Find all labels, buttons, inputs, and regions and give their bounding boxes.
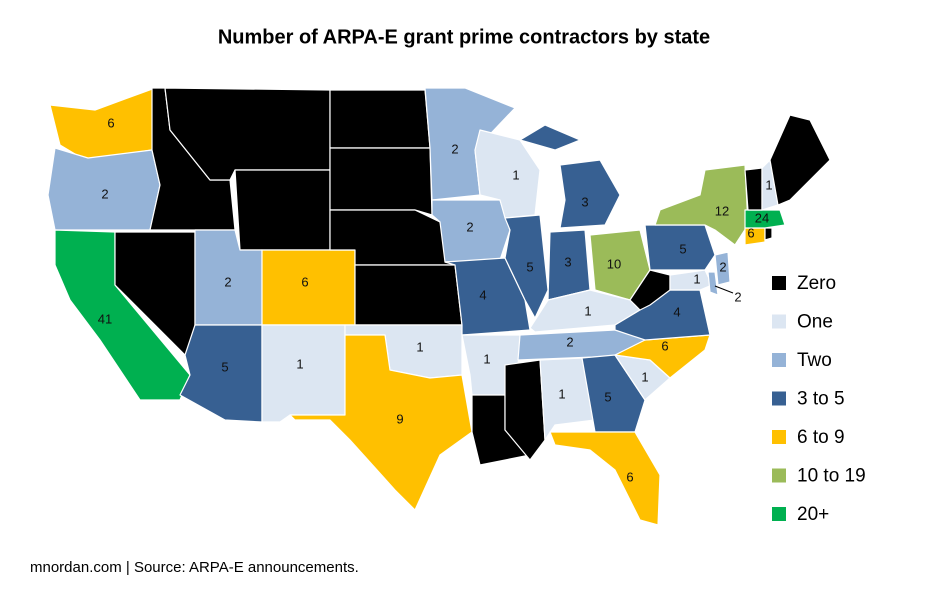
source: mnordan.com | Source: ARPA-E announcemen… [30,559,359,576]
state [707,271,719,296]
state-label: 1 [558,386,565,401]
state [261,324,346,423]
state-label: 6 [747,225,754,240]
state [744,209,786,229]
state-label: 24 [755,210,769,225]
leader-line [714,285,734,294]
legend: Zero One Two 3 to 5 6 to 9 10 to 19 20+ [772,273,866,525]
state [289,334,473,511]
state-label: 9 [396,411,403,426]
state-label: 1 [693,271,700,286]
state-label: 2 [566,334,573,349]
legend-label: Two [797,350,832,371]
state [549,431,661,526]
state [49,87,156,161]
legend-swatch [772,391,786,406]
state-label: 5 [604,389,611,404]
state-label: 2 [101,186,108,201]
state-label: 1 [483,351,490,366]
state-label: 2 [451,141,458,156]
state [504,359,546,461]
state-label: 2 [224,274,231,289]
state [234,169,331,251]
state [354,264,463,326]
state [669,269,713,291]
state-label: 6 [661,338,668,353]
state [504,214,549,319]
state-label: 2 [734,289,741,304]
state-label: 5 [679,241,686,256]
state [744,167,763,211]
state-label: 2 [719,259,726,274]
state-label: 4 [673,304,680,319]
legend-label: One [797,312,833,333]
state [764,227,773,241]
state-label: 1 [641,369,648,384]
state-label: 10 [607,256,621,271]
legend-label: 20+ [797,504,829,525]
state [769,114,831,206]
state [519,124,621,229]
state-label: 1 [512,167,519,182]
state [654,164,749,246]
state [329,89,431,149]
legend-swatch [772,276,786,290]
state [329,147,433,216]
state-label: 3 [564,254,571,269]
legend-label: 6 to 9 [797,427,845,448]
legend-swatch [772,507,786,521]
state-label: 4 [479,287,486,302]
state [539,357,596,441]
state-label: 1 [416,339,423,354]
state-label: 5 [221,359,228,374]
state [714,251,731,286]
legend-swatch [772,353,786,367]
state-label: 1 [296,356,303,371]
state-label: 6 [107,115,114,130]
state [581,354,646,433]
legend-swatch [772,314,786,329]
state-label: 6 [301,274,308,289]
state-label: 12 [715,203,729,218]
state-label: 3 [581,194,588,209]
legend-label: 3 to 5 [797,389,845,410]
title: Number of ARPA-E grant prime contractors… [218,26,710,48]
state-label: 1 [765,177,772,192]
state-label: 6 [626,469,633,484]
state-label: 1 [584,303,591,318]
state-label: 2 [466,219,473,234]
legend-label: Zero [797,273,836,294]
legend-swatch [772,468,786,483]
legend-swatch [772,430,786,444]
state-label: 41 [98,311,112,326]
state-label: 5 [526,259,533,274]
legend-label: 10 to 19 [797,466,866,487]
